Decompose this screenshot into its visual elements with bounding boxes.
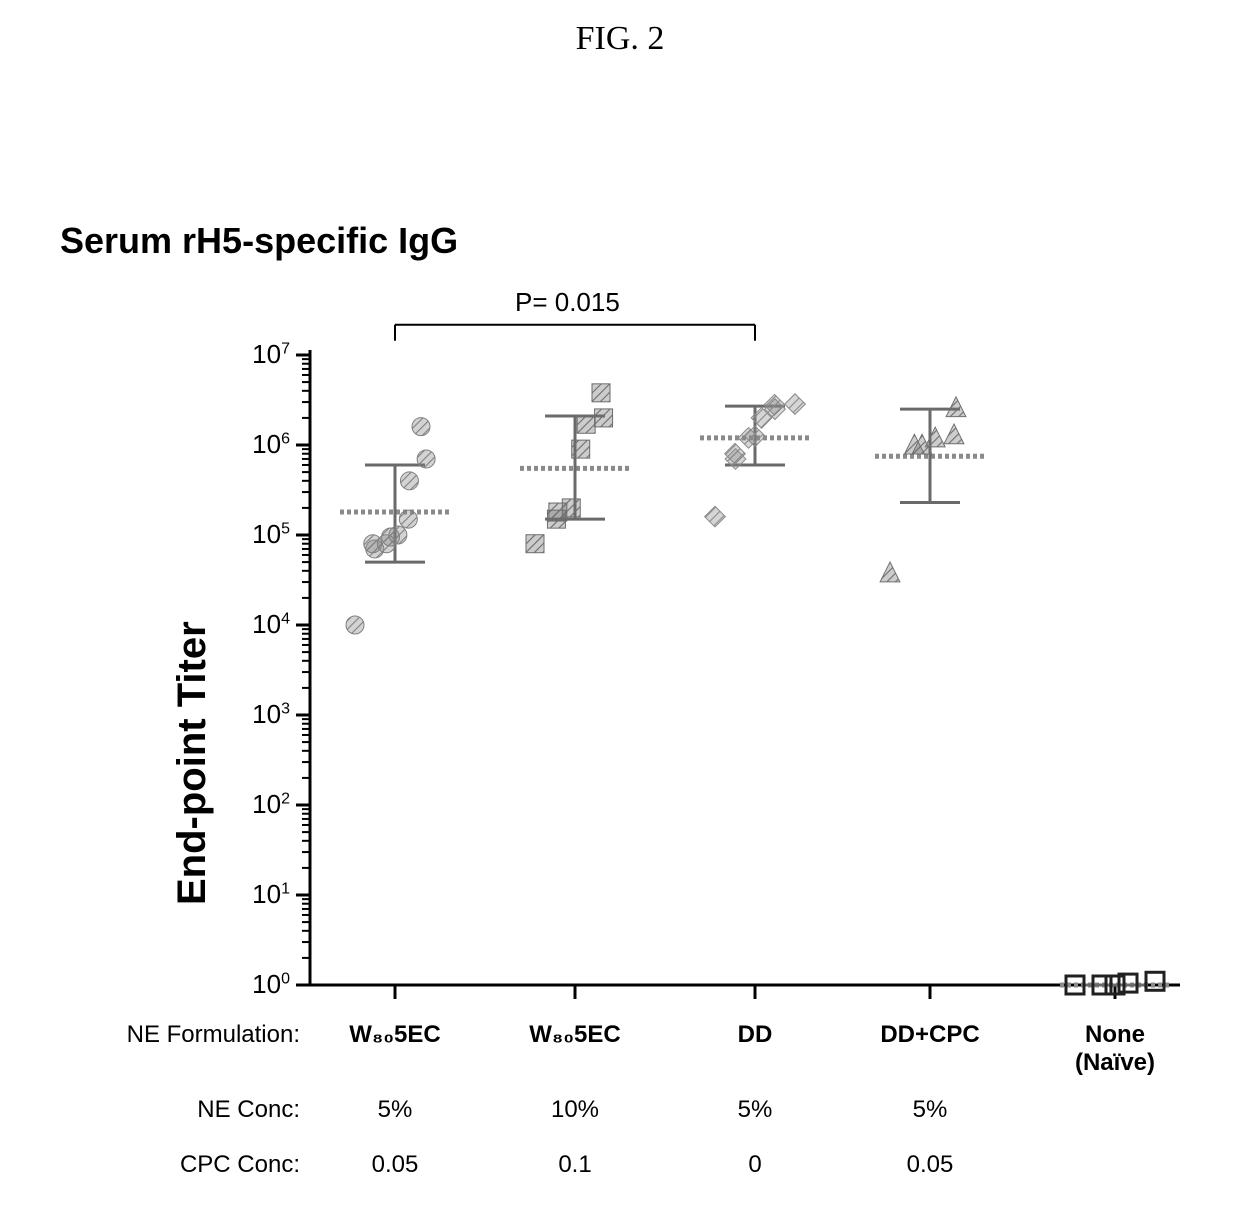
x-category-label: DD xyxy=(675,1021,835,1049)
figure-2: FIG. 2 Serum rH5-specific IgG P= 0.015 E… xyxy=(0,0,1240,1221)
x-row-header: NE Conc: xyxy=(50,1096,300,1124)
x-category-value: 0.05 xyxy=(315,1151,475,1179)
y-tick-label: 104 xyxy=(220,609,290,640)
x-category-label: None (Naïve) xyxy=(1035,1021,1195,1077)
x-row-header: CPC Conc: xyxy=(50,1151,300,1179)
x-category-value: 5% xyxy=(675,1096,835,1124)
x-category-value: 0 xyxy=(675,1151,835,1179)
x-category-label: W₈₀5EC xyxy=(315,1021,475,1049)
y-tick-label: 100 xyxy=(220,969,290,1000)
y-tick-label: 102 xyxy=(220,789,290,820)
y-tick-label: 101 xyxy=(220,879,290,910)
p-value-label: P= 0.015 xyxy=(515,287,620,318)
x-category-label: W₈₀5EC xyxy=(495,1021,655,1049)
x-category-value: 5% xyxy=(315,1096,475,1124)
y-axis-label: End-point Titer xyxy=(170,621,215,905)
x-category-label: DD+CPC xyxy=(850,1021,1010,1049)
y-tick-label: 106 xyxy=(220,429,290,460)
x-category-value: 5% xyxy=(850,1096,1010,1124)
y-tick-label: 105 xyxy=(220,519,290,550)
x-row-header: NE Formulation: xyxy=(50,1021,300,1049)
x-category-value: 0.1 xyxy=(495,1151,655,1179)
x-category-value: 10% xyxy=(495,1096,655,1124)
x-category-value: 0.05 xyxy=(850,1151,1010,1179)
y-tick-label: 103 xyxy=(220,699,290,730)
y-tick-label: 107 xyxy=(220,339,290,370)
